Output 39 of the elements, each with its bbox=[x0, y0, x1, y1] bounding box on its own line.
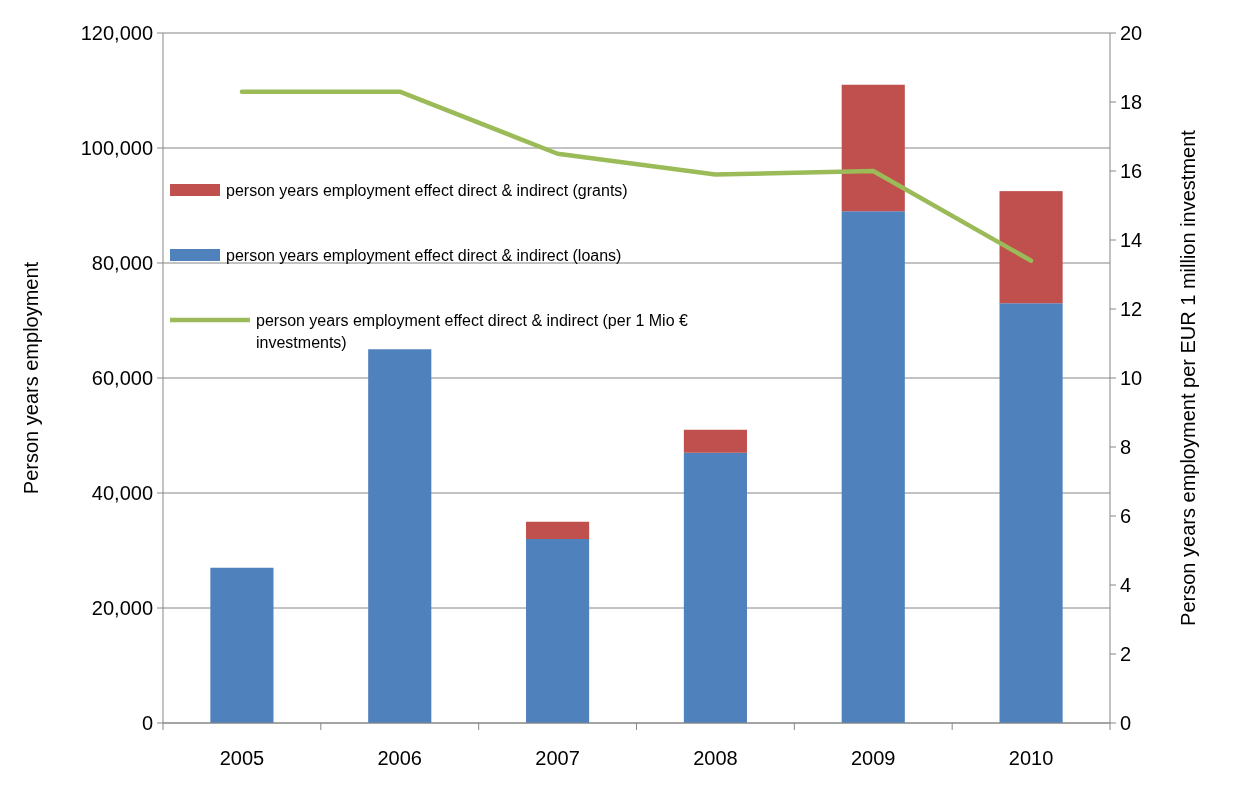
bar bbox=[683, 429, 747, 453]
y2-tick-label: 18 bbox=[1120, 91, 1143, 113]
bar bbox=[683, 452, 747, 723]
y2-tick-label: 14 bbox=[1120, 229, 1143, 251]
y2-tick-label: 6 bbox=[1120, 505, 1132, 527]
y2-tick-label: 4 bbox=[1120, 574, 1132, 596]
x-tick-label: 2010 bbox=[1008, 747, 1054, 769]
y-tick-label: 120,000 bbox=[80, 22, 153, 44]
bar bbox=[841, 84, 905, 212]
y-tick-label: 0 bbox=[141, 712, 153, 734]
bar bbox=[999, 303, 1063, 723]
y-tick-label: 60,000 bbox=[91, 367, 153, 389]
x-tick-label: 2008 bbox=[693, 747, 738, 769]
x-tick-label: 2009 bbox=[851, 747, 896, 769]
y2-tick-label: 16 bbox=[1120, 160, 1143, 182]
x-tick-label: 2006 bbox=[377, 747, 422, 769]
bar bbox=[368, 349, 432, 723]
y2-axis-title: Person years employment per EUR 1 million investment bbox=[1177, 129, 1199, 626]
y-axis-title: Person years employment bbox=[20, 261, 42, 495]
x-tick-label: 2005 bbox=[219, 747, 265, 769]
bar bbox=[999, 191, 1063, 304]
y2-tick-label: 8 bbox=[1120, 436, 1132, 458]
y-tick-label: 100,000 bbox=[80, 137, 153, 159]
y-tick-label: 40,000 bbox=[91, 482, 153, 504]
bar bbox=[526, 539, 590, 723]
y-tick-label: 80,000 bbox=[91, 252, 153, 274]
y2-tick-label: 12 bbox=[1120, 298, 1143, 320]
y2-tick-label: 20 bbox=[1120, 22, 1143, 44]
y-tick-label: 20,000 bbox=[91, 597, 153, 619]
legend-label: person years employment effect direct & indirect (loans) bbox=[226, 246, 622, 264]
y2-tick-label: 2 bbox=[1120, 643, 1132, 665]
bar bbox=[210, 567, 274, 723]
bar bbox=[526, 521, 590, 539]
x-tick-label: 2007 bbox=[535, 747, 580, 769]
legend-label: person years employment effect direct & indirect (grants) bbox=[226, 181, 628, 199]
legend-label: person years employment effect direct & indirect (per 1 Mio € investments) bbox=[256, 311, 688, 351]
y2-tick-label: 0 bbox=[1120, 712, 1132, 734]
bar bbox=[841, 211, 905, 723]
y2-tick-label: 10 bbox=[1120, 367, 1143, 389]
